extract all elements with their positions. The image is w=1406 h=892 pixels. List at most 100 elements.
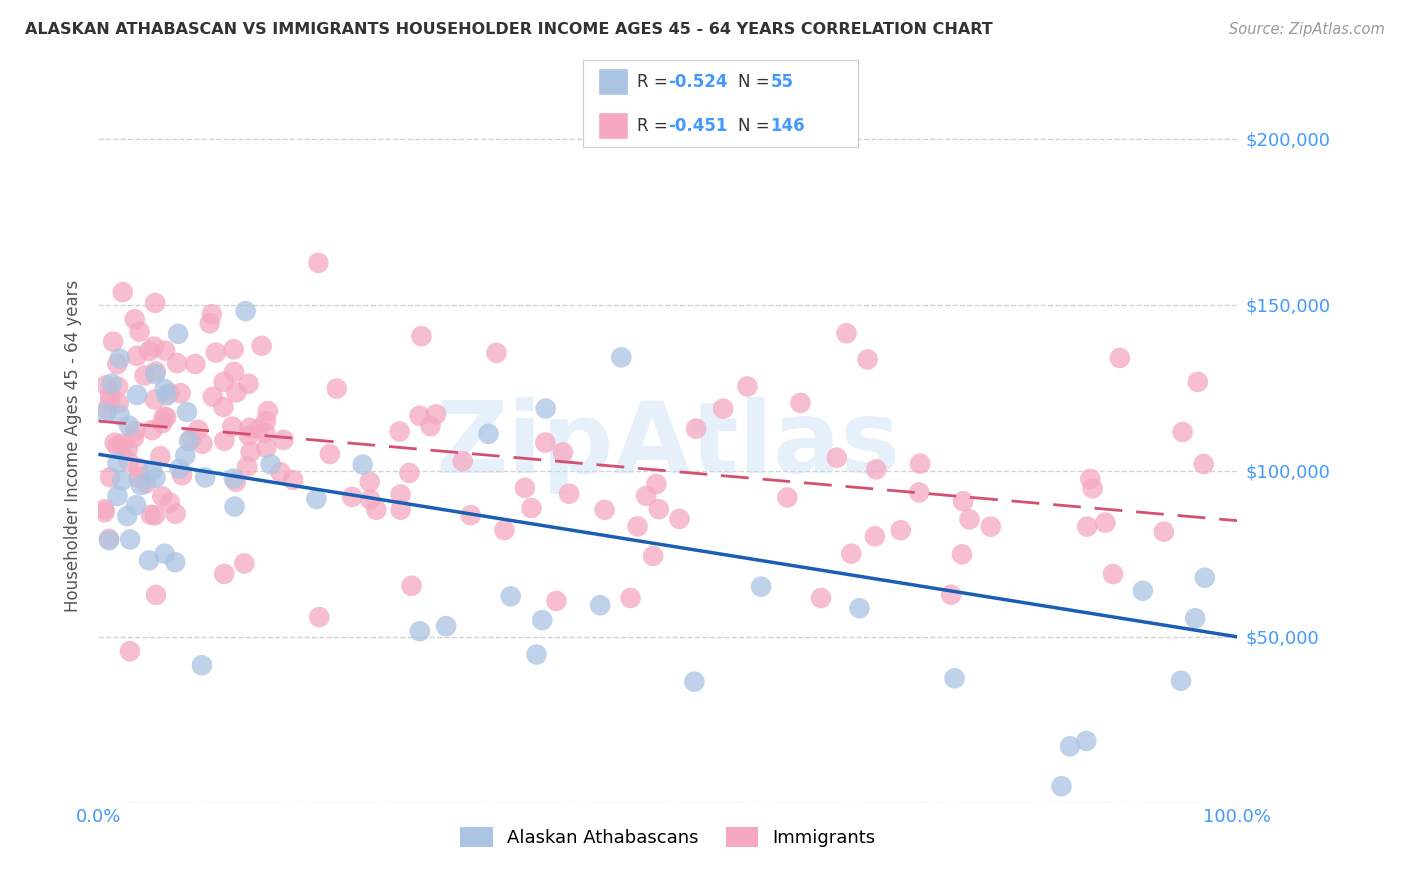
Point xyxy=(749,580,772,594)
Point xyxy=(187,423,209,437)
Point xyxy=(125,349,148,363)
Point xyxy=(105,357,128,371)
Point xyxy=(645,477,668,491)
Point xyxy=(308,610,330,624)
Point xyxy=(513,481,536,495)
Point xyxy=(1108,351,1130,365)
Point xyxy=(589,598,612,612)
Point xyxy=(128,461,150,475)
Point xyxy=(254,441,277,455)
Point xyxy=(141,423,163,437)
Point xyxy=(959,512,981,526)
Point xyxy=(236,459,259,474)
Point xyxy=(169,461,191,475)
Point xyxy=(398,466,420,480)
Point xyxy=(170,468,193,483)
Point xyxy=(201,390,224,404)
Text: -0.524: -0.524 xyxy=(668,73,727,92)
Point xyxy=(233,557,256,571)
Point xyxy=(388,425,411,439)
Point xyxy=(610,351,633,365)
Point xyxy=(93,502,115,516)
Point xyxy=(107,456,129,470)
Point xyxy=(129,478,152,492)
Point xyxy=(225,475,247,489)
Text: ZipAtlas: ZipAtlas xyxy=(436,398,900,494)
Text: 55: 55 xyxy=(770,73,793,92)
Point xyxy=(145,588,167,602)
Point xyxy=(952,494,974,508)
Point xyxy=(180,431,202,445)
Point xyxy=(107,489,129,503)
Point xyxy=(499,590,522,604)
Point xyxy=(143,508,166,523)
Point xyxy=(711,401,734,416)
Point xyxy=(222,343,245,357)
Point xyxy=(619,591,641,605)
Point xyxy=(120,533,142,547)
Point xyxy=(224,500,246,514)
Point xyxy=(238,421,260,435)
Point xyxy=(145,364,167,378)
Point xyxy=(890,523,912,537)
Point xyxy=(389,502,412,516)
Point xyxy=(142,340,165,354)
Text: R =: R = xyxy=(637,73,673,92)
Point xyxy=(124,424,146,438)
Point xyxy=(558,486,581,500)
Point xyxy=(107,439,129,453)
Point xyxy=(98,533,121,548)
Point xyxy=(125,498,148,512)
Point xyxy=(254,414,277,428)
Point xyxy=(221,419,243,434)
Point xyxy=(124,312,146,326)
Point xyxy=(138,553,160,567)
Point xyxy=(259,457,281,471)
Point xyxy=(359,475,381,489)
Point xyxy=(593,503,616,517)
Point xyxy=(170,386,193,401)
Point xyxy=(96,402,118,417)
Point xyxy=(111,285,134,300)
Point xyxy=(93,505,115,519)
Point xyxy=(863,529,886,543)
Point xyxy=(94,378,117,392)
Point xyxy=(108,396,131,410)
Point xyxy=(908,457,931,471)
Point xyxy=(1132,583,1154,598)
Point xyxy=(273,433,295,447)
Point xyxy=(494,523,516,537)
Point xyxy=(156,388,179,402)
Text: Source: ZipAtlas.com: Source: ZipAtlas.com xyxy=(1229,22,1385,37)
Point xyxy=(1171,425,1194,439)
Point xyxy=(520,501,543,516)
Point xyxy=(143,296,166,310)
Point xyxy=(401,579,423,593)
Point xyxy=(1184,611,1206,625)
Point xyxy=(1081,481,1104,495)
Point xyxy=(165,507,187,521)
Point xyxy=(118,454,141,468)
Point xyxy=(839,547,862,561)
Point xyxy=(238,376,260,391)
Point xyxy=(150,416,173,430)
Point xyxy=(389,487,412,501)
Point xyxy=(307,256,329,270)
Point xyxy=(127,388,149,402)
Point xyxy=(1050,779,1073,793)
Point xyxy=(419,419,441,434)
Point xyxy=(159,495,181,509)
Point xyxy=(225,385,247,400)
Point xyxy=(939,588,962,602)
Point xyxy=(212,375,235,389)
Point xyxy=(134,368,156,383)
Point xyxy=(145,471,167,485)
Point xyxy=(668,512,690,526)
Point xyxy=(908,485,931,500)
Text: ALASKAN ATHABASCAN VS IMMIGRANTS HOUSEHOLDER INCOME AGES 45 - 64 YEARS CORRELATI: ALASKAN ATHABASCAN VS IMMIGRANTS HOUSEHO… xyxy=(25,22,993,37)
Point xyxy=(191,437,214,451)
Point xyxy=(1080,472,1102,486)
Point xyxy=(1094,516,1116,530)
Legend: Alaskan Athabascans, Immigrants: Alaskan Athabascans, Immigrants xyxy=(453,820,883,855)
Point xyxy=(643,549,665,563)
